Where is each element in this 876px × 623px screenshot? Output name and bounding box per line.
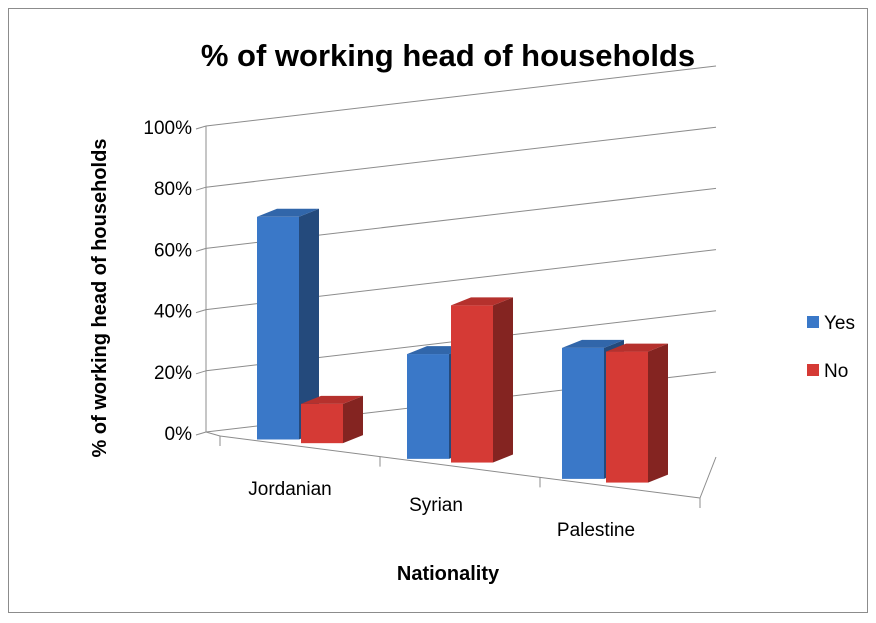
floor-left-edge (205, 431, 221, 437)
category-label: Syrian (409, 495, 463, 516)
y-tick-mark (195, 370, 207, 375)
bar-side-face (493, 297, 513, 463)
bar-yes-jordanian (257, 208, 319, 440)
bar-front-face (407, 354, 449, 459)
axis-lines (195, 125, 717, 508)
bar-side-face (648, 343, 668, 483)
bar-side-face (299, 208, 319, 440)
y-tick-label: 20% (154, 363, 192, 384)
bar-side-face (343, 395, 363, 444)
bar-front-face (451, 305, 493, 463)
bar-top-face (562, 339, 624, 348)
y-tick-labels: 0% 20% 40% 60% 80% 100% (143, 118, 192, 445)
bar-top-face (606, 343, 668, 352)
legend-swatch (807, 364, 819, 376)
y-tick-mark (195, 125, 207, 130)
category-label: Palestine (557, 520, 635, 541)
y-tick-label: 0% (165, 424, 193, 445)
legend-swatch (807, 316, 819, 328)
gridline (205, 126, 717, 188)
y-tick-mark (195, 247, 207, 252)
category-labels: Jordanian Syrian Palestine (248, 479, 635, 541)
bar-no-jordanian (301, 395, 363, 444)
y-tick-mark (195, 431, 207, 436)
chart-frame (8, 8, 868, 613)
bar-top-face (301, 395, 363, 404)
x-axis-label: Nationality (397, 563, 500, 585)
x-axis-line (219, 435, 701, 499)
bar-front-face (301, 403, 343, 444)
y-tick-label: 100% (143, 118, 192, 139)
floor-right-edge (699, 456, 717, 499)
y-tick-label: 40% (154, 302, 192, 323)
bar-front-face (562, 347, 604, 479)
gridline (205, 65, 717, 127)
y-tick-label: 60% (154, 240, 192, 261)
legend: Yes No (807, 313, 855, 382)
bar-front-face (257, 216, 299, 440)
y-axis-label: % of working head of households (89, 139, 111, 458)
category-label: Jordanian (248, 479, 331, 500)
chart-title: % of working head of households (201, 38, 695, 73)
bar-top-face (257, 208, 319, 217)
bar-front-face (606, 351, 648, 483)
bars (257, 208, 668, 483)
bar-top-face (451, 297, 513, 306)
legend-label: Yes (824, 313, 855, 334)
bar-no-palestine (606, 343, 668, 483)
y-tick-mark (195, 309, 207, 314)
bar-no-syrian (451, 297, 513, 463)
y-tick-mark (195, 186, 207, 191)
y-tick-label: 80% (154, 179, 192, 200)
legend-label: No (824, 361, 848, 382)
